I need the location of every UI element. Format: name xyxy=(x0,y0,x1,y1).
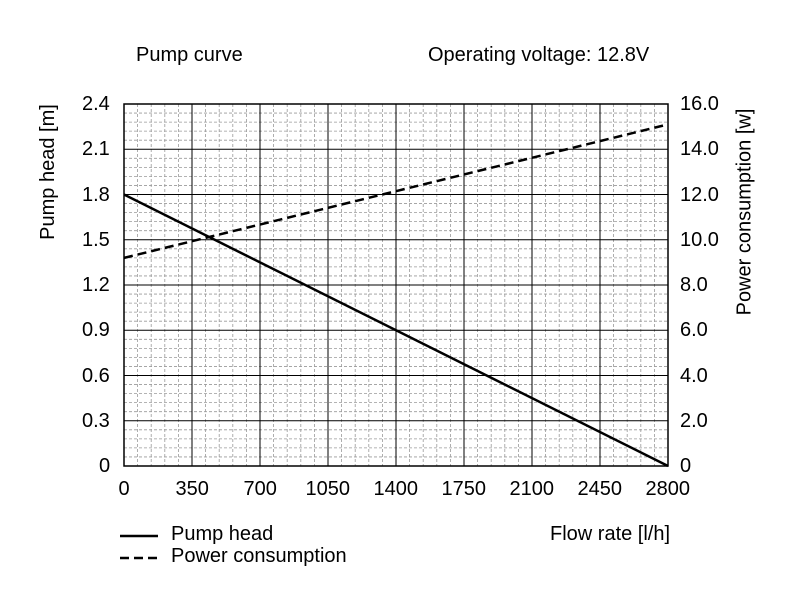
series-line-pump-head xyxy=(123,193,669,468)
y-right-tick-label: 14.0 xyxy=(680,138,719,161)
y-right-tick-label: 6.0 xyxy=(680,319,708,342)
y-right-tick-label: 12.0 xyxy=(680,183,719,206)
y-right-tick-label: 0 xyxy=(680,455,692,477)
y-left-tick-label: 1.5 xyxy=(82,228,110,251)
y-right-tick-label: 4.0 xyxy=(680,364,708,387)
x-tick-label: 2100 xyxy=(509,478,555,500)
legend-label-power-consumption: Power consumption xyxy=(171,545,347,567)
x-tick-label: 350 xyxy=(175,478,209,500)
x-tick-label: 1750 xyxy=(441,478,487,500)
y-left-tick-label: 0.6 xyxy=(82,364,110,387)
x-tick-label: 1400 xyxy=(373,478,419,500)
y-left-axis-label: Pump head [m] xyxy=(36,104,59,240)
y-right-tick-label: 10.0 xyxy=(680,228,719,251)
x-axis-label: Flow rate [l/h] xyxy=(550,523,671,545)
x-tick-label: 2800 xyxy=(645,478,691,500)
y-right-tick-label: 2.0 xyxy=(680,409,708,432)
y-left-tick-label: 2.4 xyxy=(82,93,110,115)
y-left-tick-label: 0.9 xyxy=(82,319,110,342)
series-line-power-consumption xyxy=(123,123,669,260)
y-left-tick-label: 0 xyxy=(99,455,111,477)
x-tick-label: 700 xyxy=(243,478,277,500)
y-left-tick-label: 1.2 xyxy=(82,274,110,296)
x-tick-label: 1050 xyxy=(305,478,351,500)
plot-frame xyxy=(123,103,669,467)
chart-title: Pump curve xyxy=(136,44,243,66)
legend-lines xyxy=(120,534,160,560)
legend-label-pump-head: Pump head xyxy=(171,523,274,545)
y-left-tick-label: 1.8 xyxy=(82,183,110,206)
chart-subtitle: Operating voltage: 12.8V xyxy=(428,44,650,66)
y-right-axis-label: Power consumption [w] xyxy=(732,108,755,316)
y-left-tick-label: 0.3 xyxy=(82,409,110,432)
y-right-tick-label: 16.0 xyxy=(680,93,719,115)
x-tick-label: 2450 xyxy=(577,478,623,500)
x-tick-label: 0 xyxy=(118,478,130,500)
y-left-tick-label: 2.1 xyxy=(82,138,110,161)
y-right-tick-label: 8.0 xyxy=(680,274,708,296)
series-group xyxy=(123,123,669,468)
